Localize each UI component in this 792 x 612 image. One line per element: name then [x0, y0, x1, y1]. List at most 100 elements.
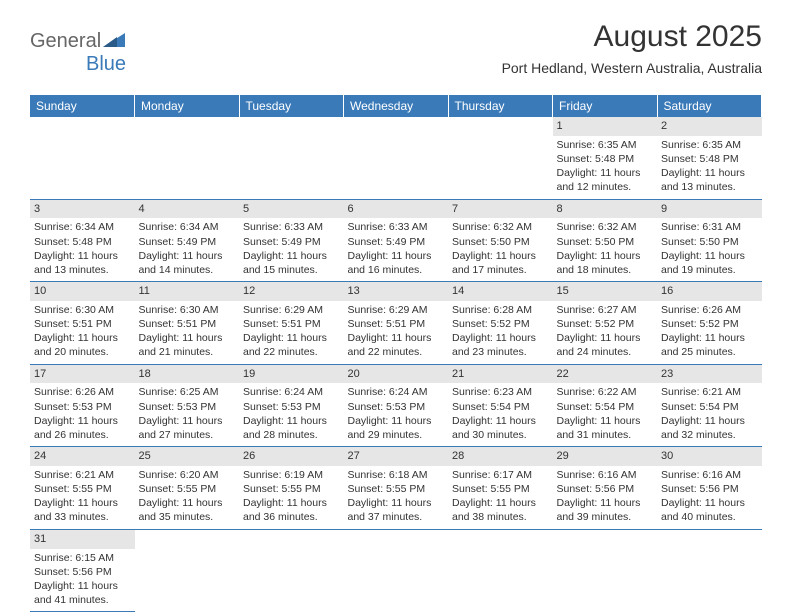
sunset-line: Sunset: 5:56 PM: [661, 482, 758, 496]
daylight-line-2: and 22 minutes.: [348, 345, 445, 359]
sunset-line: Sunset: 5:52 PM: [557, 317, 654, 331]
sunset-line: Sunset: 5:48 PM: [661, 152, 758, 166]
logo-triangle-icon: [103, 30, 125, 53]
sunset-line: Sunset: 5:51 PM: [243, 317, 340, 331]
daylight-line-2: and 18 minutes.: [557, 263, 654, 277]
calendar-day-cell: 12Sunrise: 6:29 AMSunset: 5:51 PMDayligh…: [239, 282, 344, 365]
daylight-line-1: Daylight: 11 hours: [661, 331, 758, 345]
sunset-line: Sunset: 5:51 PM: [348, 317, 445, 331]
day-content: Sunrise: 6:34 AMSunset: 5:48 PMDaylight:…: [30, 218, 135, 281]
calendar-week-row: 1Sunrise: 6:35 AMSunset: 5:48 PMDaylight…: [30, 117, 762, 199]
weekday-header: Sunday: [30, 95, 135, 117]
day-number: 29: [553, 447, 658, 466]
sunset-line: Sunset: 5:55 PM: [348, 482, 445, 496]
daylight-line-2: and 38 minutes.: [452, 510, 549, 524]
day-content: Sunrise: 6:30 AMSunset: 5:51 PMDaylight:…: [135, 301, 240, 364]
calendar-day-cell: 13Sunrise: 6:29 AMSunset: 5:51 PMDayligh…: [344, 282, 449, 365]
calendar-day-cell: 5Sunrise: 6:33 AMSunset: 5:49 PMDaylight…: [239, 199, 344, 282]
sunset-line: Sunset: 5:50 PM: [661, 235, 758, 249]
daylight-line-1: Daylight: 11 hours: [557, 331, 654, 345]
day-number: 20: [344, 365, 449, 384]
calendar-empty-cell: [135, 117, 240, 199]
sunrise-line: Sunrise: 6:27 AM: [557, 303, 654, 317]
calendar-day-cell: 2Sunrise: 6:35 AMSunset: 5:48 PMDaylight…: [657, 117, 762, 199]
day-number: 17: [30, 365, 135, 384]
day-number: 9: [657, 200, 762, 219]
sunset-line: Sunset: 5:56 PM: [557, 482, 654, 496]
day-content: Sunrise: 6:21 AMSunset: 5:54 PMDaylight:…: [657, 383, 762, 446]
day-number: 13: [344, 282, 449, 301]
sunrise-line: Sunrise: 6:16 AM: [557, 468, 654, 482]
calendar-day-cell: 9Sunrise: 6:31 AMSunset: 5:50 PMDaylight…: [657, 199, 762, 282]
calendar-day-cell: 24Sunrise: 6:21 AMSunset: 5:55 PMDayligh…: [30, 447, 135, 530]
daylight-line-1: Daylight: 11 hours: [34, 579, 131, 593]
sunrise-line: Sunrise: 6:33 AM: [243, 220, 340, 234]
daylight-line-2: and 30 minutes.: [452, 428, 549, 442]
calendar-empty-cell: [135, 529, 240, 612]
sunset-line: Sunset: 5:55 PM: [452, 482, 549, 496]
sunset-line: Sunset: 5:49 PM: [243, 235, 340, 249]
day-number: 26: [239, 447, 344, 466]
sunset-line: Sunset: 5:55 PM: [34, 482, 131, 496]
sunrise-line: Sunrise: 6:21 AM: [661, 385, 758, 399]
daylight-line-2: and 24 minutes.: [557, 345, 654, 359]
daylight-line-2: and 39 minutes.: [557, 510, 654, 524]
day-number: 16: [657, 282, 762, 301]
sunset-line: Sunset: 5:49 PM: [139, 235, 236, 249]
daylight-line-1: Daylight: 11 hours: [661, 166, 758, 180]
weekday-header: Monday: [135, 95, 240, 117]
daylight-line-1: Daylight: 11 hours: [139, 414, 236, 428]
daylight-line-1: Daylight: 11 hours: [557, 166, 654, 180]
daylight-line-1: Daylight: 11 hours: [243, 496, 340, 510]
calendar-day-cell: 27Sunrise: 6:18 AMSunset: 5:55 PMDayligh…: [344, 447, 449, 530]
sunrise-line: Sunrise: 6:24 AM: [243, 385, 340, 399]
page-subtitle: Port Hedland, Western Australia, Austral…: [502, 60, 762, 76]
daylight-line-2: and 27 minutes.: [139, 428, 236, 442]
day-number: 11: [135, 282, 240, 301]
sunrise-line: Sunrise: 6:35 AM: [661, 138, 758, 152]
day-number: 10: [30, 282, 135, 301]
daylight-line-2: and 25 minutes.: [661, 345, 758, 359]
weekday-header: Thursday: [448, 95, 553, 117]
day-number: 1: [553, 117, 658, 136]
day-number: 21: [448, 365, 553, 384]
calendar-empty-cell: [344, 117, 449, 199]
daylight-line-1: Daylight: 11 hours: [34, 414, 131, 428]
weekday-header: Wednesday: [344, 95, 449, 117]
sunset-line: Sunset: 5:50 PM: [557, 235, 654, 249]
sunset-line: Sunset: 5:49 PM: [348, 235, 445, 249]
sunset-line: Sunset: 5:53 PM: [243, 400, 340, 414]
daylight-line-1: Daylight: 11 hours: [34, 496, 131, 510]
calendar-empty-cell: [657, 529, 762, 612]
sunrise-line: Sunrise: 6:19 AM: [243, 468, 340, 482]
sunrise-line: Sunrise: 6:30 AM: [139, 303, 236, 317]
daylight-line-1: Daylight: 11 hours: [243, 249, 340, 263]
day-content: Sunrise: 6:29 AMSunset: 5:51 PMDaylight:…: [239, 301, 344, 364]
day-number: 6: [344, 200, 449, 219]
daylight-line-2: and 41 minutes.: [34, 593, 131, 607]
daylight-line-2: and 14 minutes.: [139, 263, 236, 277]
sunset-line: Sunset: 5:55 PM: [139, 482, 236, 496]
day-content: Sunrise: 6:34 AMSunset: 5:49 PMDaylight:…: [135, 218, 240, 281]
calendar-day-cell: 25Sunrise: 6:20 AMSunset: 5:55 PMDayligh…: [135, 447, 240, 530]
daylight-line-1: Daylight: 11 hours: [348, 414, 445, 428]
calendar-day-cell: 8Sunrise: 6:32 AMSunset: 5:50 PMDaylight…: [553, 199, 658, 282]
sunrise-line: Sunrise: 6:35 AM: [557, 138, 654, 152]
day-content: Sunrise: 6:21 AMSunset: 5:55 PMDaylight:…: [30, 466, 135, 529]
sunrise-line: Sunrise: 6:34 AM: [34, 220, 131, 234]
day-content: Sunrise: 6:30 AMSunset: 5:51 PMDaylight:…: [30, 301, 135, 364]
sunrise-line: Sunrise: 6:21 AM: [34, 468, 131, 482]
sunrise-line: Sunrise: 6:22 AM: [557, 385, 654, 399]
sunrise-line: Sunrise: 6:32 AM: [452, 220, 549, 234]
calendar-day-cell: 23Sunrise: 6:21 AMSunset: 5:54 PMDayligh…: [657, 364, 762, 447]
calendar-day-cell: 17Sunrise: 6:26 AMSunset: 5:53 PMDayligh…: [30, 364, 135, 447]
daylight-line-2: and 28 minutes.: [243, 428, 340, 442]
sunset-line: Sunset: 5:54 PM: [452, 400, 549, 414]
sunset-line: Sunset: 5:54 PM: [661, 400, 758, 414]
day-content: Sunrise: 6:15 AMSunset: 5:56 PMDaylight:…: [30, 549, 135, 612]
day-number: 3: [30, 200, 135, 219]
daylight-line-2: and 17 minutes.: [452, 263, 549, 277]
daylight-line-1: Daylight: 11 hours: [452, 414, 549, 428]
daylight-line-2: and 40 minutes.: [661, 510, 758, 524]
daylight-line-1: Daylight: 11 hours: [139, 249, 236, 263]
